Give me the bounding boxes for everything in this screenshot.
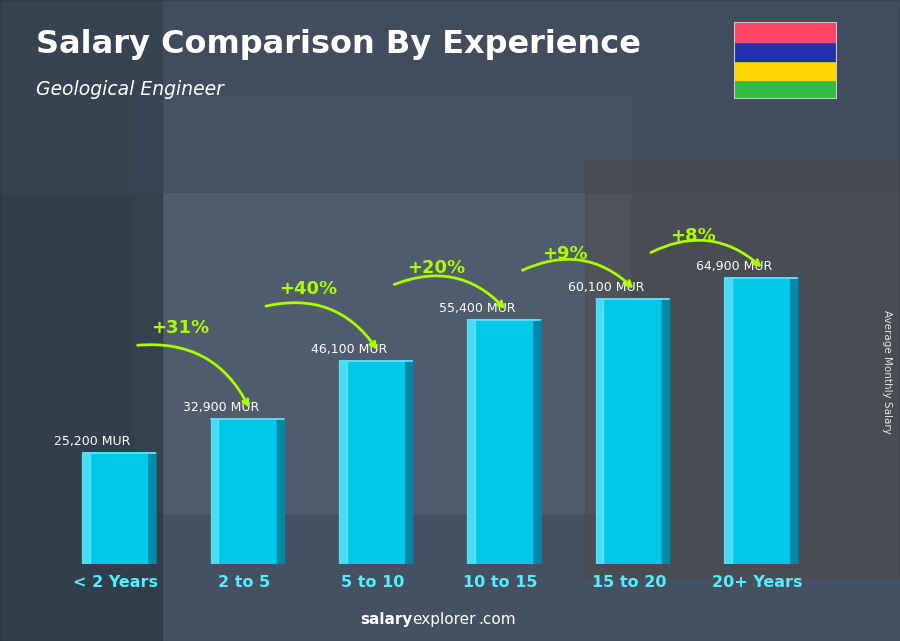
Text: +40%: +40% <box>279 280 338 298</box>
Bar <box>0 0 900 192</box>
Text: +8%: +8% <box>670 227 716 245</box>
Bar <box>211 419 277 564</box>
Polygon shape <box>406 361 413 564</box>
Text: 55,400 MUR: 55,400 MUR <box>439 302 516 315</box>
Bar <box>724 278 791 564</box>
Bar <box>734 22 837 42</box>
Text: +20%: +20% <box>408 259 465 277</box>
Polygon shape <box>82 453 90 564</box>
Bar <box>734 80 837 99</box>
Text: Geological Engineer: Geological Engineer <box>36 80 224 99</box>
Bar <box>467 320 534 564</box>
Text: Salary Comparison By Experience: Salary Comparison By Experience <box>36 29 641 60</box>
Polygon shape <box>339 361 346 564</box>
Text: explorer: explorer <box>412 612 476 627</box>
Text: 25,200 MUR: 25,200 MUR <box>54 435 130 447</box>
Bar <box>734 61 837 80</box>
Text: 60,100 MUR: 60,100 MUR <box>568 281 644 294</box>
Bar <box>135 96 630 513</box>
Text: salary: salary <box>360 612 412 627</box>
Polygon shape <box>791 278 797 564</box>
Text: 32,900 MUR: 32,900 MUR <box>183 401 259 414</box>
Text: +9%: +9% <box>542 245 588 263</box>
Polygon shape <box>149 453 156 564</box>
Bar <box>585 160 900 577</box>
Bar <box>0 0 162 641</box>
Bar <box>734 42 837 61</box>
Polygon shape <box>724 278 732 564</box>
Text: Average Monthly Salary: Average Monthly Salary <box>881 310 892 434</box>
Bar <box>339 361 406 564</box>
Polygon shape <box>467 320 475 564</box>
Polygon shape <box>662 299 670 564</box>
Polygon shape <box>211 419 219 564</box>
Text: 46,100 MUR: 46,100 MUR <box>311 343 387 356</box>
Bar <box>82 453 149 564</box>
Bar <box>596 299 662 564</box>
Polygon shape <box>596 299 603 564</box>
Text: +31%: +31% <box>150 319 209 337</box>
Polygon shape <box>277 419 284 564</box>
Text: 64,900 MUR: 64,900 MUR <box>697 260 772 273</box>
Polygon shape <box>534 320 541 564</box>
Text: .com: .com <box>478 612 516 627</box>
